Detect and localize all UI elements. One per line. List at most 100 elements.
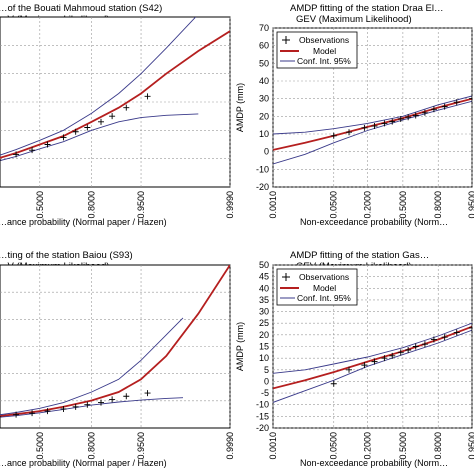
observation-point xyxy=(421,341,428,348)
model-line xyxy=(0,30,230,159)
observation-point xyxy=(60,405,67,412)
observation-point xyxy=(361,124,368,131)
x-tick-label: 0.9500 xyxy=(467,191,474,219)
chart-title: AMDP fitting of the station Gas… xyxy=(290,250,429,261)
observation-point xyxy=(389,352,396,359)
observation-point xyxy=(98,118,105,125)
x-axis-label: Non-exceedance probability (Norm… xyxy=(300,458,448,468)
observation-point xyxy=(469,95,472,102)
observation-point xyxy=(430,336,437,343)
observation-point xyxy=(44,408,51,415)
y-axis-label: AMDP (mm) xyxy=(235,322,245,371)
observation-point xyxy=(109,113,116,120)
y-tick-label: -15 xyxy=(256,411,269,421)
observation-point xyxy=(330,132,337,139)
chart-panel-4: AMDP fitting of the station Gas…GEV (Max… xyxy=(235,250,474,468)
x-tick-label: 0.0500 xyxy=(329,432,339,460)
y-tick-label: -10 xyxy=(256,164,269,174)
chart-title: …of the Bouati Mahmoud station (S42) xyxy=(0,3,162,14)
observation-point xyxy=(453,329,460,336)
x-tick-label: 0.5000 xyxy=(35,191,45,219)
observation-point xyxy=(13,411,20,418)
y-tick-label: 20 xyxy=(259,330,269,340)
legend-model-label: Model xyxy=(313,46,336,56)
observation-point xyxy=(144,390,151,397)
observation-point xyxy=(123,393,130,400)
plot-area xyxy=(0,264,231,429)
legend-model-label: Model xyxy=(313,283,336,293)
model-line xyxy=(0,265,230,417)
observation-point xyxy=(441,103,448,110)
observation-point xyxy=(405,114,412,121)
observation-point xyxy=(453,99,460,106)
x-axis-label: …ance probability (Normal paper / Hazen) xyxy=(0,217,167,227)
y-tick-label: 30 xyxy=(259,94,269,104)
chart-panel-3: …ting of the station Baiou (S93)…V (Maxi… xyxy=(0,250,235,468)
conf-lower-line xyxy=(273,329,472,403)
observation-point xyxy=(397,115,404,122)
y-tick-label: 40 xyxy=(259,283,269,293)
y-tick-label: 10 xyxy=(259,353,269,363)
observation-point xyxy=(84,401,91,408)
x-tick-label: 0.5000 xyxy=(398,191,408,219)
x-tick-label: 0.0010 xyxy=(268,432,278,460)
y-tick-label: 35 xyxy=(259,295,269,305)
observation-point xyxy=(371,358,378,365)
chart-panel-2: AMDP fitting of the station Draa El…GEV … xyxy=(235,3,474,227)
conf-lower-line xyxy=(273,100,472,165)
observation-point xyxy=(123,104,130,111)
legend-observations-marker xyxy=(282,273,290,281)
y-tick-label: -20 xyxy=(256,423,269,433)
observation-point xyxy=(330,380,337,387)
y-tick-label: 30 xyxy=(259,307,269,317)
observation-point xyxy=(60,134,67,141)
x-tick-label: 0.0500 xyxy=(329,191,339,219)
y-tick-label: 60 xyxy=(259,41,269,51)
x-axis-label: …ance probability (Normal paper / Hazen) xyxy=(0,458,167,468)
observation-point xyxy=(346,366,353,373)
observation-point xyxy=(441,334,448,341)
observation-point xyxy=(29,147,36,154)
x-tick-label: 0.2000 xyxy=(363,432,373,460)
x-tick-label: 0.5000 xyxy=(398,432,408,460)
observation-point xyxy=(421,109,428,116)
x-tick-label: 0.8000 xyxy=(87,191,97,219)
y-tick-label: 45 xyxy=(259,272,269,282)
x-axis-label: Non-exceedance probability (Norm… xyxy=(300,217,448,227)
x-tick-label: 0.5000 xyxy=(35,432,45,460)
observation-point xyxy=(381,120,388,127)
y-tick-label: -20 xyxy=(256,182,269,192)
observation-point xyxy=(412,343,419,350)
y-tick-label: 25 xyxy=(259,318,269,328)
model-line xyxy=(273,325,472,390)
x-tick-label: 0.9990 xyxy=(225,191,235,219)
y-tick-label: -5 xyxy=(261,388,269,398)
legend-observations-label: Observations xyxy=(299,35,349,45)
x-tick-label: 0.8000 xyxy=(433,432,443,460)
x-tick-label: 0.8000 xyxy=(433,191,443,219)
observation-point xyxy=(109,396,116,403)
observation-point xyxy=(72,128,79,135)
observation-point xyxy=(72,403,79,410)
legend-conf-label: Conf. Int. 95% xyxy=(297,56,351,66)
y-tick-label: 5 xyxy=(264,365,269,375)
y-tick-label: 50 xyxy=(259,58,269,68)
legend-conf-label: Conf. Int. 95% xyxy=(297,293,351,303)
observation-point xyxy=(346,129,353,136)
y-tick-label: 20 xyxy=(259,111,269,121)
observation-point xyxy=(381,355,388,362)
chart-subtitle: GEV (Maximum Likelihood) xyxy=(296,14,412,25)
x-tick-label: 0.8000 xyxy=(87,432,97,460)
y-axis-label: AMDP (mm) xyxy=(235,83,245,132)
conf-upper-line xyxy=(0,17,197,156)
observation-point xyxy=(397,349,404,356)
observation-point xyxy=(389,118,396,125)
x-tick-label: 0.9500 xyxy=(467,432,474,460)
x-tick-label: 0.2000 xyxy=(363,191,373,219)
observation-point xyxy=(412,112,419,119)
observation-point xyxy=(29,410,36,417)
observation-point xyxy=(405,346,412,353)
